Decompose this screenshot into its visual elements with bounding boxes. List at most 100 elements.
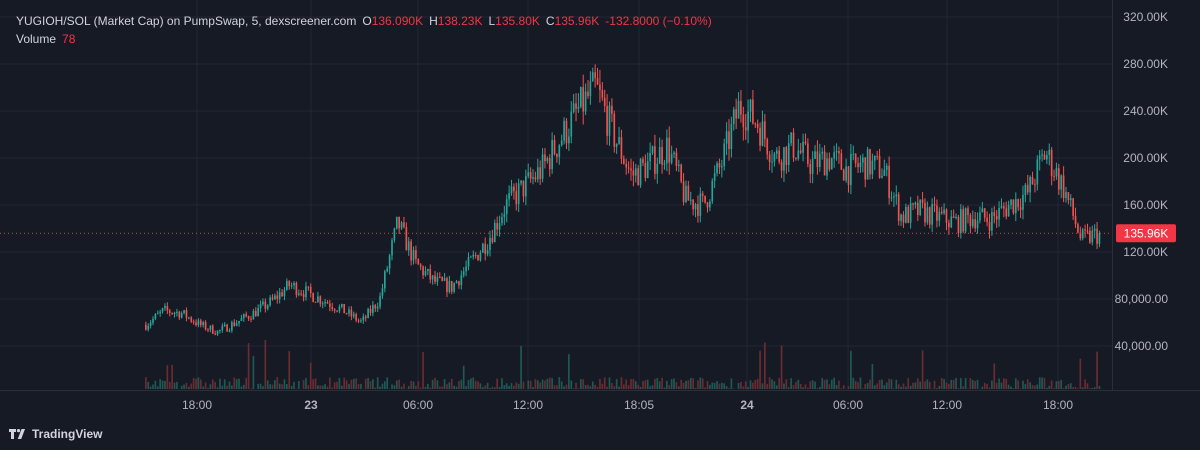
volume-bar	[897, 384, 900, 389]
candle-body	[548, 158, 551, 170]
candle-body	[362, 316, 365, 321]
volume-bar	[472, 377, 475, 389]
volume-bar	[639, 386, 642, 389]
volume-bar	[840, 388, 843, 389]
volume-bar	[900, 386, 902, 389]
candle-body	[568, 136, 570, 144]
candle-body	[317, 296, 319, 302]
volume-bar	[570, 380, 573, 389]
candle-body	[417, 258, 420, 265]
candle-body	[613, 113, 616, 147]
candle-body	[830, 158, 833, 170]
volume-bar	[465, 386, 467, 389]
candle-body	[166, 306, 169, 311]
volume-bar	[787, 387, 790, 389]
volume-bar	[159, 379, 162, 389]
candle-body	[928, 207, 931, 225]
volume-bar	[333, 382, 336, 389]
volume-bar	[771, 379, 773, 389]
candle-body	[654, 146, 656, 174]
candle-body	[878, 155, 881, 178]
candle-body	[180, 312, 183, 318]
volume-bar	[603, 377, 606, 389]
volume-bar	[491, 386, 494, 389]
candle-body	[888, 165, 890, 198]
candle-body	[321, 303, 324, 305]
candle-body	[1014, 199, 1017, 214]
volume-bar	[613, 386, 616, 389]
candle-body	[525, 176, 527, 197]
volume-bar	[689, 378, 692, 389]
candle-body	[627, 167, 630, 169]
candle-body	[661, 147, 663, 165]
candle-body	[529, 172, 532, 179]
candle-body	[159, 311, 162, 314]
volume-bar	[539, 382, 542, 389]
candle-body	[438, 276, 441, 278]
candle-body	[403, 222, 405, 228]
volume-bar	[795, 382, 797, 389]
tradingview-logo[interactable]: TradingView	[9, 427, 102, 441]
candle-body	[725, 131, 728, 144]
volume-bar	[350, 379, 353, 389]
candle-body	[1041, 154, 1043, 156]
candle-body	[744, 127, 747, 131]
volume-bar	[737, 383, 740, 389]
candle-body	[959, 209, 962, 234]
candle-body	[802, 141, 804, 153]
candle-body	[293, 283, 295, 286]
volume-bar	[625, 379, 628, 389]
symbol-title[interactable]: YUGIOH/SOL (Market Cap) on PumpSwap, 5, …	[16, 14, 357, 28]
candle-body	[188, 317, 190, 319]
volume-bar	[615, 379, 618, 389]
candle-body	[778, 150, 781, 163]
volume-bar	[233, 377, 236, 389]
candle-body	[668, 137, 671, 163]
candle-body	[391, 240, 393, 256]
candle-body	[943, 209, 945, 214]
volume-bar	[842, 385, 845, 389]
candle-body	[897, 194, 900, 221]
candle-body	[773, 153, 776, 162]
volume-bar	[262, 386, 264, 389]
volume-bar	[890, 379, 893, 389]
candle-body	[916, 202, 919, 215]
volume-bar	[536, 380, 539, 389]
high-label: H	[429, 14, 438, 28]
volume-bar	[668, 385, 671, 389]
candle-body	[352, 314, 355, 317]
candle-body	[455, 281, 458, 284]
candle-body	[405, 227, 408, 251]
volume-bar	[1062, 388, 1065, 389]
volume-bar	[565, 384, 568, 389]
volume-bar	[386, 377, 389, 389]
candle-body	[876, 155, 879, 157]
candle-body	[828, 158, 831, 170]
volume-bar	[560, 381, 563, 389]
volume-bar	[412, 381, 415, 389]
candle-body	[797, 150, 800, 159]
x-tick-label: 24	[740, 398, 754, 412]
candle-body	[1026, 184, 1029, 193]
volume-bar	[873, 385, 876, 389]
candle-body	[429, 268, 432, 280]
volume-bar	[250, 388, 252, 389]
volume-bar	[1046, 387, 1048, 389]
candle-body	[775, 150, 778, 154]
volume-bar	[156, 386, 159, 389]
candle-body	[190, 317, 193, 322]
candle-body	[936, 205, 938, 221]
volume-bar	[579, 379, 582, 389]
volume-bar	[797, 379, 800, 389]
volume-bar	[348, 383, 350, 389]
candle-body	[462, 271, 465, 276]
volume-bar	[264, 340, 267, 389]
candle-body	[412, 250, 415, 261]
candle-body	[1029, 176, 1031, 193]
candle-body	[735, 109, 738, 119]
volume-label[interactable]: Volume	[16, 32, 57, 46]
candle-body	[1034, 184, 1036, 186]
high-value: 138.23K	[437, 14, 483, 28]
volume-bar	[651, 385, 654, 389]
